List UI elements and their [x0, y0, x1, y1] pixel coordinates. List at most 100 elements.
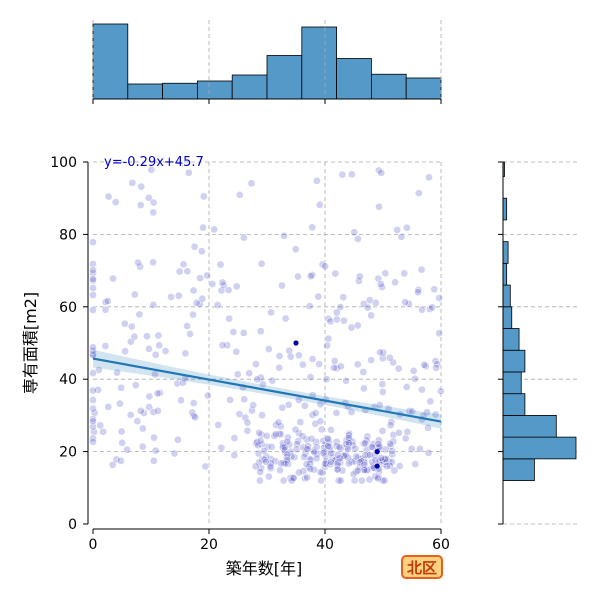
scatter-point — [308, 223, 317, 232]
scatter-point — [230, 451, 239, 460]
scatter-point — [402, 383, 411, 391]
scatter-point — [368, 443, 377, 452]
scatter-point — [89, 404, 97, 413]
scatter-point — [292, 445, 301, 454]
scatter-point — [281, 314, 290, 323]
scatter-point — [336, 303, 345, 311]
scatter-point — [318, 469, 327, 477]
y-tick-label: 80 — [59, 227, 77, 243]
scatter-point — [426, 397, 435, 406]
scatter-point — [161, 347, 170, 355]
scatter-point — [435, 294, 444, 302]
scatter-point — [344, 445, 353, 453]
histogram-bar — [502, 458, 535, 481]
scatter-point — [347, 408, 356, 416]
scatter-point — [260, 455, 269, 464]
scatter-point — [253, 375, 262, 384]
scatter-point — [333, 450, 342, 459]
scatter-point — [319, 449, 328, 457]
scatter-point — [147, 165, 156, 174]
scatter-point — [374, 440, 383, 448]
scatter-point — [310, 448, 319, 457]
scatter-point — [331, 269, 340, 278]
scatter-point — [424, 423, 432, 432]
scatter-point — [265, 472, 273, 481]
scatter-point — [123, 445, 131, 454]
histogram-bar — [127, 83, 164, 100]
x-tick-label: 60 — [432, 537, 450, 553]
scatter-point — [342, 376, 350, 385]
y-marginal-histogram — [498, 161, 580, 525]
scatter-point — [323, 434, 332, 443]
scatter-point — [400, 269, 409, 278]
scatter-point — [181, 349, 190, 358]
scatter-point — [361, 439, 370, 448]
scatter-point — [435, 329, 444, 338]
scatter-points — [89, 165, 445, 485]
scatter-point — [256, 436, 265, 445]
scatter-point — [243, 418, 252, 427]
scatter-point — [235, 191, 244, 199]
scatter-point — [252, 360, 260, 369]
scatter-point — [280, 231, 288, 240]
scatter-point — [153, 389, 162, 398]
scatter-point — [315, 360, 323, 368]
scatter-point — [116, 457, 125, 465]
scatter-point — [356, 458, 364, 467]
scatter-point — [199, 223, 207, 232]
scatter-point — [407, 445, 416, 453]
scatter-point — [388, 447, 396, 455]
scatter-point — [197, 247, 206, 256]
scatter-point — [225, 314, 233, 323]
scatter-point — [403, 427, 412, 436]
scatter-point — [265, 345, 273, 353]
scatter-point — [145, 392, 154, 401]
scatter-point — [261, 457, 270, 466]
histogram-bar — [502, 262, 508, 286]
scatter-point — [417, 265, 426, 274]
scatter-point — [378, 380, 387, 388]
scatter-point — [155, 341, 163, 350]
scatter-point — [378, 388, 387, 396]
scatter-point — [311, 409, 320, 417]
scatter-point — [191, 413, 200, 422]
scatter-point — [420, 360, 429, 369]
scatter-point — [278, 403, 287, 412]
scatter-point — [89, 422, 97, 431]
scatter-point — [251, 462, 260, 471]
scatter-point — [380, 476, 389, 485]
scatter-point — [192, 298, 201, 307]
scatter-point — [143, 332, 151, 341]
scatter-point — [332, 364, 341, 373]
regression-line — [92, 357, 442, 423]
scatter-point — [393, 226, 402, 234]
scatter-point — [108, 461, 117, 469]
y-tick-label: 20 — [59, 445, 77, 461]
scatter-point — [201, 462, 210, 471]
scatter-point — [131, 381, 140, 389]
x-tick-label: 0 — [89, 537, 98, 553]
scatter-point — [327, 458, 335, 466]
scatter-point — [386, 421, 395, 430]
scatter-point — [322, 375, 331, 383]
scatter-point — [317, 476, 326, 485]
scatter-point — [306, 272, 315, 281]
scatter-point — [89, 437, 97, 446]
scatter-point — [118, 438, 127, 447]
scatter-point — [367, 311, 375, 320]
scatter-point — [175, 267, 184, 276]
scatter-point — [89, 343, 97, 352]
scatter-point — [345, 439, 354, 447]
scatter-point — [304, 442, 312, 450]
scatter-point — [213, 301, 222, 309]
scatter-point — [167, 293, 175, 301]
scatter-point — [189, 399, 198, 407]
scatter-point — [278, 281, 286, 290]
scatter-point — [428, 303, 437, 312]
scatter-point — [216, 260, 225, 269]
scatter-point — [149, 198, 158, 207]
scatter-point — [409, 367, 418, 375]
scatter-point — [135, 310, 144, 319]
scatter-point — [241, 413, 250, 422]
scatter-point — [189, 310, 197, 319]
